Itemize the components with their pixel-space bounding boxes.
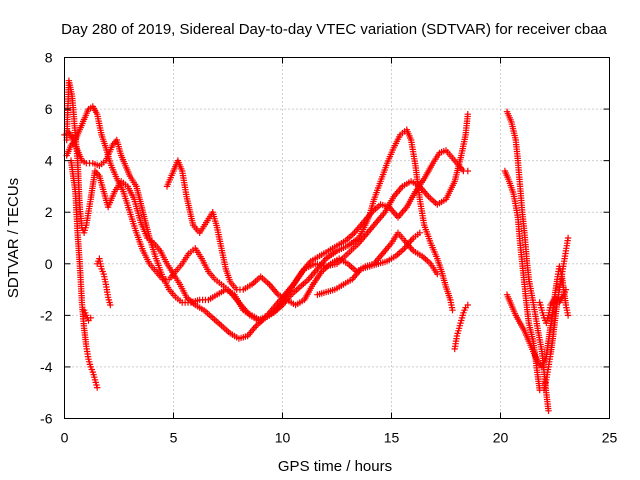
y-tick-label: -4 <box>40 359 53 375</box>
data-point <box>434 270 441 278</box>
y-tick-label: -2 <box>40 307 53 323</box>
y-axis-title: SDTVAR / TECUs <box>5 178 22 298</box>
data-point <box>562 286 570 293</box>
data-point <box>449 307 456 314</box>
x-tick-label: 10 <box>275 430 291 446</box>
data-point <box>464 301 471 309</box>
y-tick-label: 0 <box>45 256 53 272</box>
y-tick-label: 6 <box>45 101 53 117</box>
y-tick-label: 8 <box>45 50 53 66</box>
data-point <box>564 234 572 242</box>
data-point <box>564 312 572 319</box>
x-tick-label: 25 <box>602 430 618 446</box>
series-track-9 <box>451 301 471 353</box>
x-tick-label: 0 <box>61 430 69 446</box>
y-tick-label: -6 <box>40 411 53 427</box>
data-point <box>94 384 101 391</box>
data-point <box>464 167 471 175</box>
series-track-7 <box>80 307 94 324</box>
series-track-12 <box>503 263 572 371</box>
x-tick-label: 5 <box>170 430 178 446</box>
series-track-6 <box>67 157 101 391</box>
axis-ticks: 0 5 10 15 20 25 -6 -4 -2 0 2 4 6 8 <box>40 50 617 446</box>
data-point <box>107 301 114 309</box>
data-point <box>545 407 552 414</box>
y-tick-label: 4 <box>45 153 53 169</box>
series-track-4 <box>163 157 441 309</box>
x-tick-label: 15 <box>384 430 400 446</box>
x-axis-title: GPS time / hours <box>278 458 392 475</box>
series-track-5 <box>314 229 423 298</box>
series-track-10 <box>503 108 552 414</box>
series-track-13 <box>536 286 570 327</box>
data-point <box>416 229 423 236</box>
data-point <box>464 111 471 118</box>
plot-frame <box>64 57 610 419</box>
series-track-3 <box>61 111 471 324</box>
series-track-8 <box>94 255 114 309</box>
series-track-1 <box>63 77 456 342</box>
chart-title: Day 280 of 2019, Sidereal Day-to-day VTE… <box>61 21 607 38</box>
y-tick-label: 2 <box>45 204 53 220</box>
x-tick-label: 20 <box>493 430 509 446</box>
data-point <box>87 314 94 322</box>
data-points <box>61 77 572 414</box>
